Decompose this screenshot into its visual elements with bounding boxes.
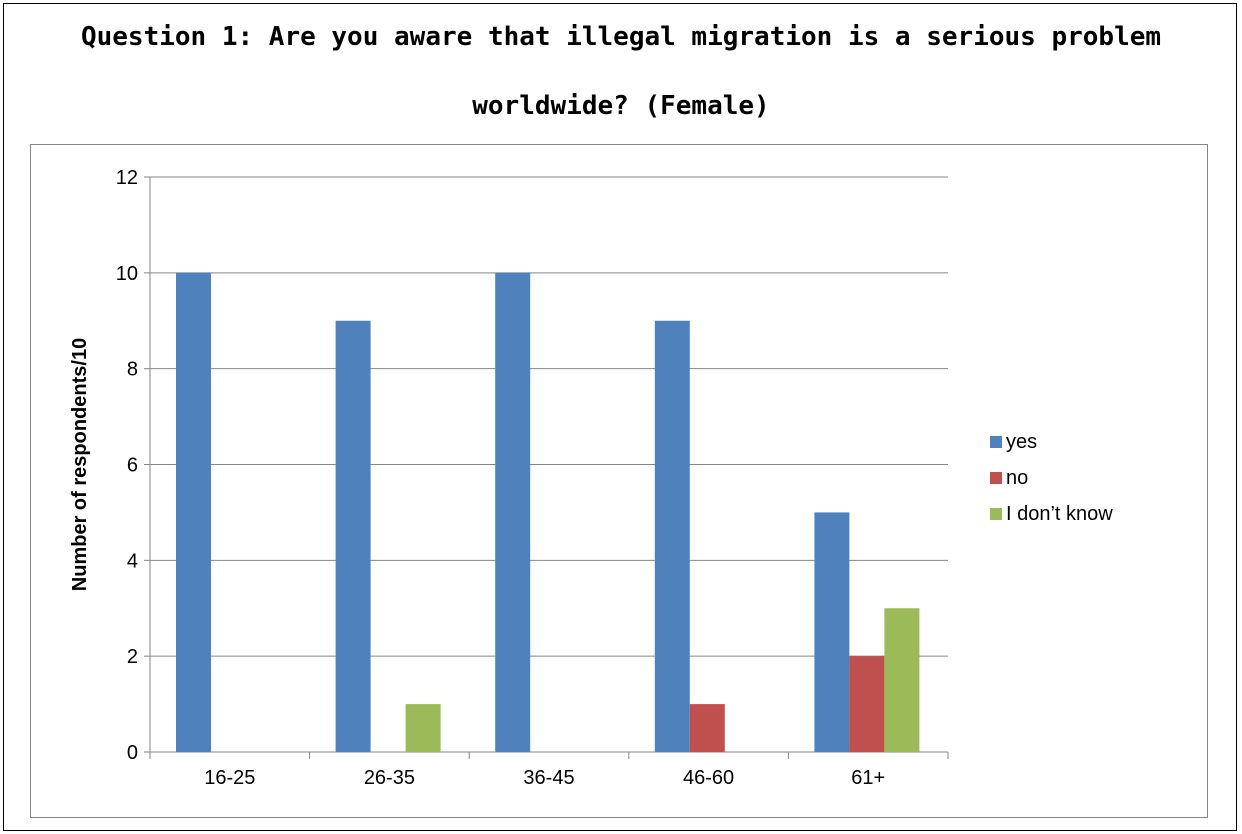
- y-tick-label: 8: [127, 359, 138, 381]
- bar-0-2: [495, 272, 531, 752]
- legend-swatch-yes: [990, 436, 1002, 448]
- y-tick-label: 2: [127, 646, 138, 668]
- legend-label-no: no: [1006, 466, 1029, 489]
- chart-title-line-2: worldwide? (Female): [472, 91, 770, 121]
- x-tick-label: 61+: [851, 767, 885, 789]
- x-tick-label: 46-60: [683, 767, 734, 789]
- bar-2-1: [405, 704, 441, 752]
- bar-1-3: [689, 704, 725, 752]
- y-tick-label: 10: [116, 263, 138, 285]
- legend-item-yes: yes: [990, 424, 1113, 460]
- y-tick-label: 4: [127, 550, 138, 572]
- x-tick-label: 16-25: [204, 767, 255, 789]
- y-tick-label: 0: [127, 742, 138, 764]
- legend-item-dont-know: I don’t know: [990, 496, 1113, 532]
- y-tick-label: 6: [127, 455, 138, 477]
- page-frame: [3, 3, 1237, 831]
- legend-label-dont-know: I don’t know: [1006, 502, 1113, 525]
- bar-0-3: [654, 320, 690, 752]
- bar-0-0: [176, 272, 211, 752]
- bar-1-4: [849, 656, 885, 752]
- legend-swatch-dont-know: [990, 508, 1002, 520]
- chart-title-line-1: Question 1: Are you aware that illegal m…: [80, 22, 1162, 52]
- x-tick-label: 26-35: [364, 767, 415, 789]
- legend-swatch-no: [990, 472, 1002, 484]
- legend: yes no I don’t know: [990, 424, 1113, 532]
- legend-item-no: no: [990, 460, 1113, 496]
- y-axis-label: Number of respondents/10: [69, 338, 91, 591]
- bar-2-4: [884, 608, 920, 752]
- y-tick-label: 12: [116, 167, 138, 189]
- bar-0-4: [814, 512, 850, 752]
- legend-label-yes: yes: [1006, 430, 1038, 453]
- bar-0-1: [335, 320, 371, 752]
- x-tick-label: 36-45: [523, 767, 574, 789]
- chart-area-border: [30, 144, 1208, 818]
